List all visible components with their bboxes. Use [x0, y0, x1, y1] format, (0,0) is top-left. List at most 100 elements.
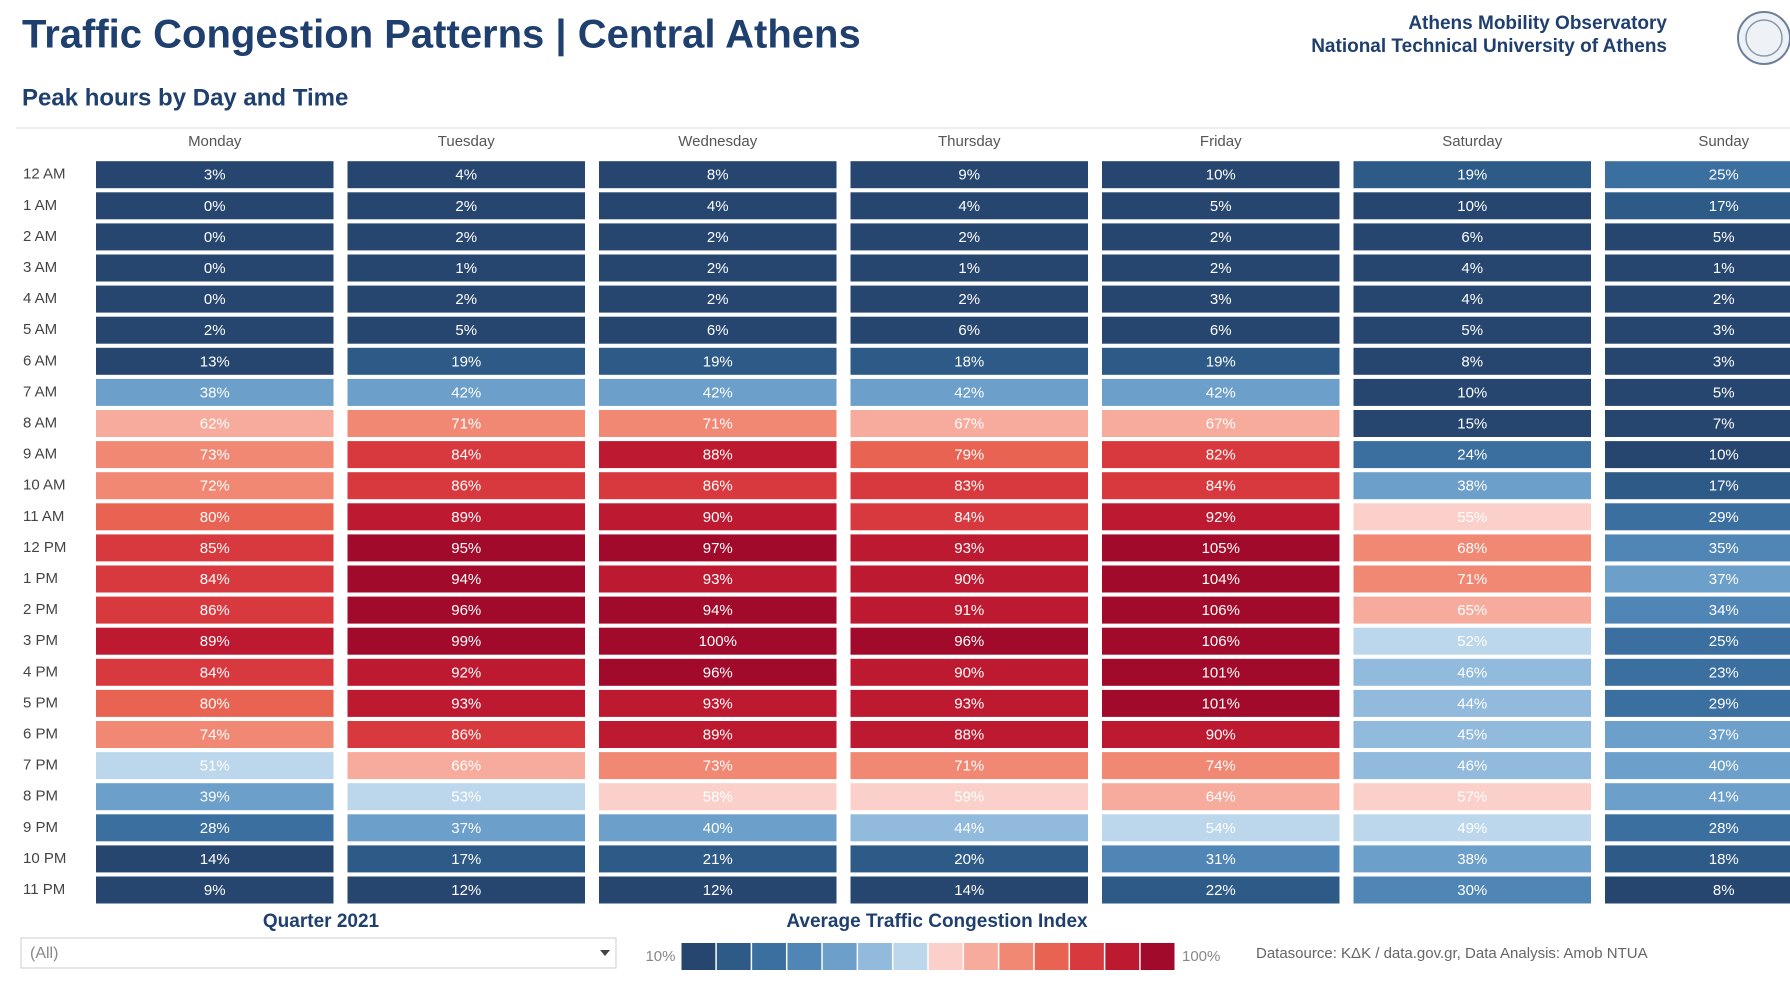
- cell: [599, 254, 837, 282]
- cell: [96, 596, 334, 624]
- cell-label: 89%: [703, 726, 733, 743]
- cell-label: 97%: [703, 540, 733, 557]
- subtitle: Peak hours by Day and Time: [22, 84, 348, 111]
- cell-label: 96%: [954, 633, 984, 650]
- cell-label: 90%: [1206, 726, 1236, 743]
- cell: [96, 223, 334, 251]
- cell-label: 19%: [1206, 353, 1236, 370]
- cell-label: 2%: [1210, 260, 1232, 277]
- cell-label: 88%: [703, 447, 733, 464]
- row-label: 9 AM: [23, 446, 57, 463]
- cell: [1605, 565, 1790, 593]
- row-label: 2 PM: [23, 601, 58, 618]
- cell: [1353, 658, 1591, 686]
- cell-label: 106%: [1202, 602, 1240, 619]
- row-label: 2 AM: [23, 228, 57, 245]
- column-label: Friday: [1200, 133, 1242, 150]
- cell-label: 82%: [1206, 447, 1236, 464]
- cell: [96, 721, 334, 748]
- filter-value: (All): [30, 945, 58, 962]
- cell: [850, 378, 1088, 406]
- logo: [1737, 11, 1790, 65]
- cell-label: 4%: [1461, 291, 1483, 308]
- cell: [1102, 161, 1340, 189]
- cell-label: 85%: [200, 540, 230, 557]
- cell: [1353, 472, 1591, 500]
- cell-label: 2%: [707, 260, 729, 277]
- cell-label: 62%: [200, 415, 230, 432]
- cell-label: 0%: [204, 260, 226, 277]
- cell-label: 66%: [451, 758, 481, 775]
- cell: [1353, 845, 1591, 873]
- cell: [1102, 845, 1340, 873]
- cell: [347, 378, 585, 406]
- legend-swatch: [716, 943, 751, 970]
- cell: [850, 192, 1088, 220]
- cell: [1102, 783, 1340, 811]
- cell-label: 101%: [1202, 695, 1240, 712]
- cell: [96, 254, 334, 282]
- cell-label: 46%: [1457, 664, 1487, 681]
- cell: [1102, 316, 1340, 344]
- cell-label: 38%: [1457, 851, 1487, 868]
- cell-label: 67%: [954, 415, 984, 432]
- cell-label: 28%: [1709, 820, 1739, 837]
- cell: [347, 472, 585, 500]
- cell-label: 9%: [204, 882, 226, 899]
- cell-label: 57%: [1457, 789, 1487, 806]
- cell-label: 14%: [200, 851, 230, 868]
- legend-swatch: [1034, 943, 1069, 970]
- cell: [599, 347, 837, 375]
- cell-label: 2%: [204, 322, 226, 339]
- cell: [347, 596, 585, 624]
- cell: [850, 410, 1088, 437]
- cell: [1353, 378, 1591, 406]
- legend-swatch: [928, 943, 963, 970]
- cell-label: 64%: [1206, 789, 1236, 806]
- cell: [1605, 378, 1790, 406]
- row-label: 11 PM: [23, 881, 65, 898]
- cell: [1102, 721, 1340, 748]
- cell-label: 40%: [1709, 758, 1739, 775]
- cell: [96, 534, 334, 562]
- cell-label: 2%: [455, 198, 477, 215]
- cell: [599, 192, 837, 220]
- cell: [1353, 223, 1591, 251]
- cell-label: 23%: [1709, 664, 1739, 681]
- cell: [1605, 876, 1790, 904]
- cell: [1102, 814, 1340, 842]
- cell-label: 42%: [1206, 384, 1236, 401]
- cell-label: 106%: [1202, 633, 1240, 650]
- cell: [347, 254, 585, 282]
- cell-label: 0%: [204, 229, 226, 246]
- cell-label: 72%: [200, 478, 230, 495]
- cell: [96, 783, 334, 811]
- cell-label: 91%: [954, 602, 984, 619]
- cell-label: 96%: [451, 602, 481, 619]
- cell: [1353, 689, 1591, 717]
- cell: [1353, 316, 1591, 344]
- cell-label: 4%: [958, 198, 980, 215]
- cell: [1102, 658, 1340, 686]
- cell: [1605, 161, 1790, 189]
- cell-label: 84%: [1206, 478, 1236, 495]
- cell: [850, 721, 1088, 748]
- cell: [599, 316, 837, 344]
- cell: [1353, 192, 1591, 220]
- cell: [1102, 627, 1340, 655]
- row-label: 8 AM: [23, 414, 57, 431]
- filter-dropdown[interactable]: [20, 937, 617, 969]
- cell-label: 90%: [954, 664, 984, 681]
- cell-label: 94%: [703, 602, 733, 619]
- cell: [599, 721, 837, 748]
- cell-label: 19%: [703, 353, 733, 370]
- cell: [347, 876, 585, 904]
- cell: [1353, 627, 1591, 655]
- cell: [1102, 596, 1340, 624]
- cell-label: 8%: [707, 167, 729, 184]
- column-label: Tuesday: [438, 133, 495, 150]
- cell: [1353, 254, 1591, 282]
- cell: [96, 472, 334, 500]
- legend-swatch: [1105, 943, 1140, 970]
- cell-label: 7%: [1713, 415, 1735, 432]
